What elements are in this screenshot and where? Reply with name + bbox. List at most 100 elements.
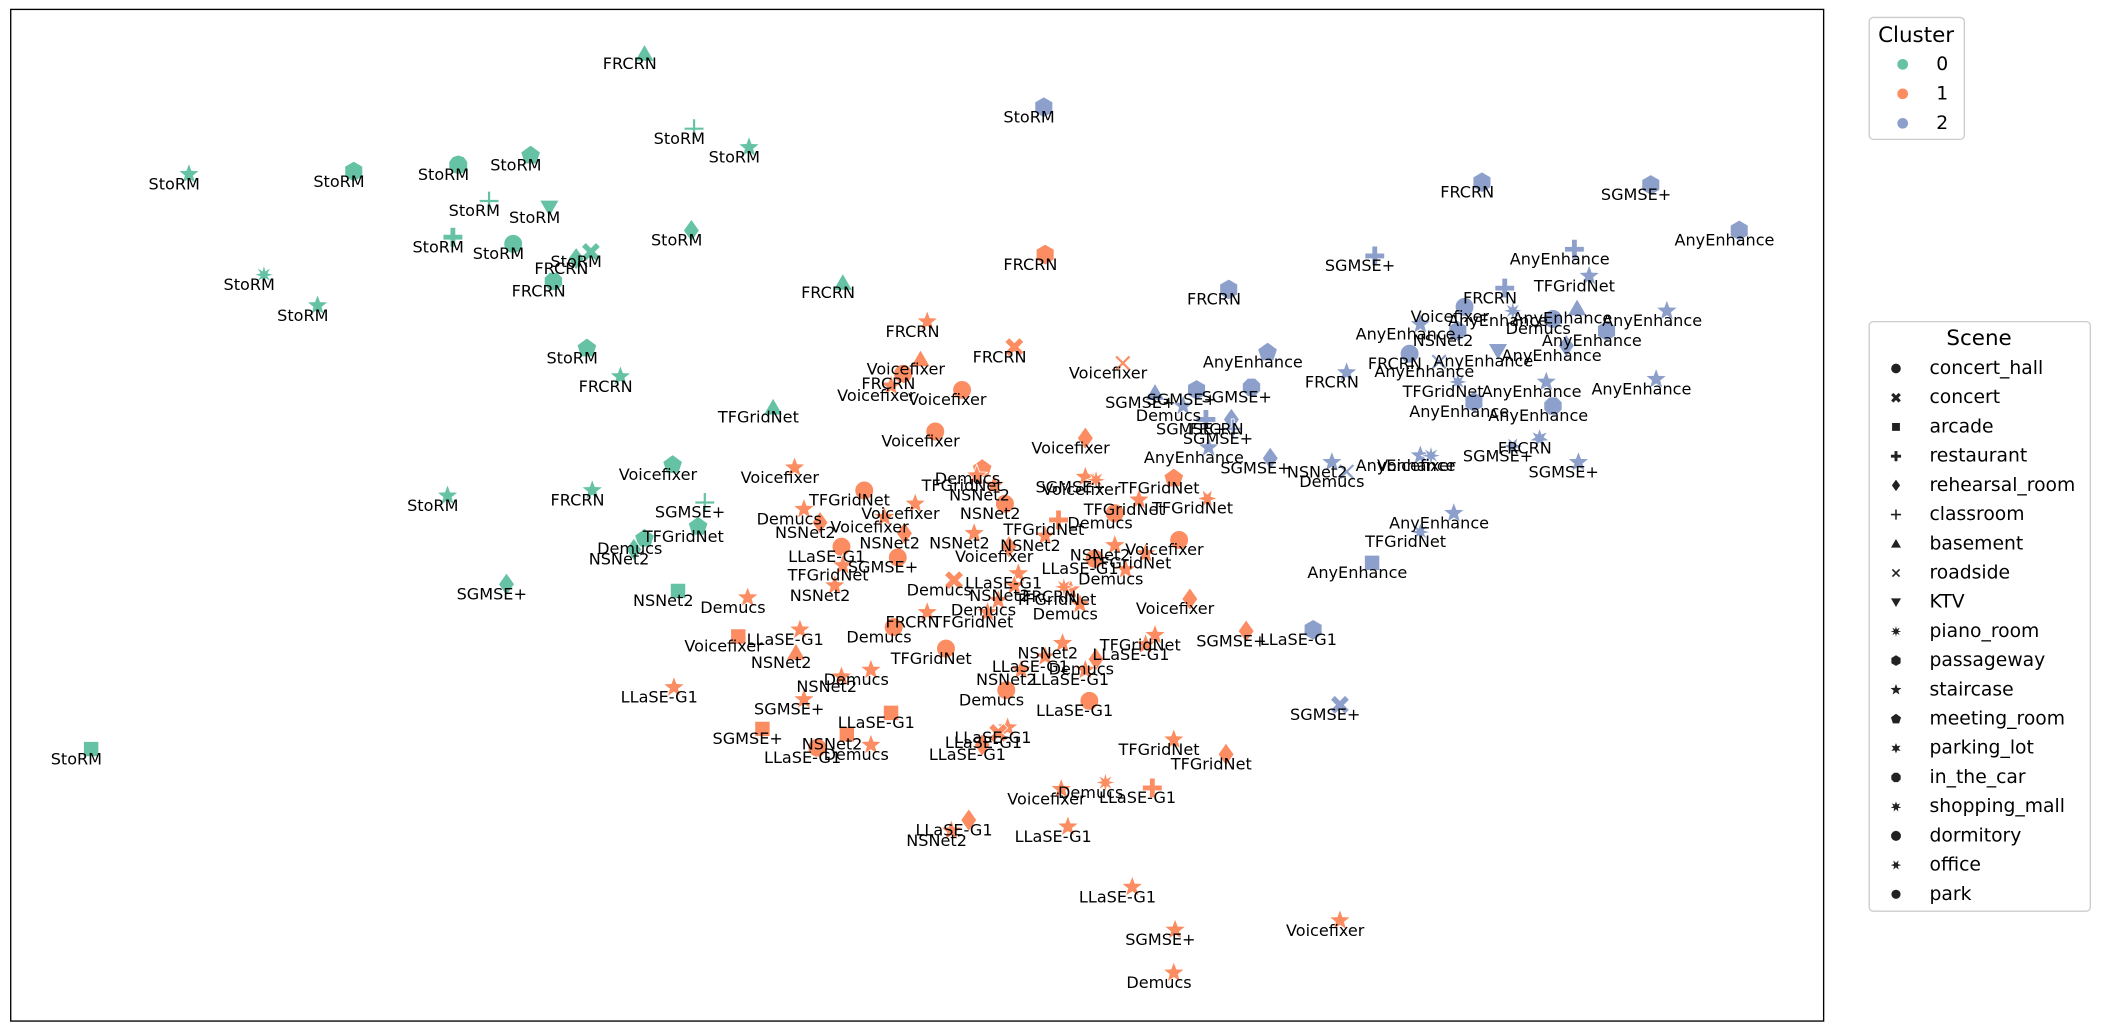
legend-marker bbox=[1897, 58, 1909, 70]
data-point bbox=[960, 808, 978, 833]
point-label: SGMSE+ bbox=[1125, 930, 1195, 949]
data-point bbox=[879, 373, 903, 396]
point-label: AnyEnhance bbox=[1374, 362, 1474, 381]
point-label: NSNet2 bbox=[589, 550, 650, 569]
point-label: StoRM bbox=[473, 244, 524, 263]
data-point bbox=[1133, 632, 1158, 655]
data-point bbox=[694, 492, 716, 513]
legend-marker bbox=[1890, 801, 1902, 812]
point-label: SGMSE+ bbox=[1183, 429, 1253, 448]
legend-marker bbox=[1891, 655, 1901, 666]
legend-marker bbox=[1891, 392, 1901, 403]
legend-title: Scene bbox=[1946, 326, 2011, 351]
data-point bbox=[1002, 573, 1027, 596]
point-label: FRCRN bbox=[1368, 354, 1422, 373]
data-point bbox=[915, 599, 940, 623]
point-label: LLaSE-G1 bbox=[1036, 701, 1113, 720]
data-point bbox=[1257, 341, 1278, 362]
point-label: NSNet2 bbox=[790, 586, 851, 605]
data-point bbox=[1566, 298, 1588, 317]
point-label: Demucs bbox=[1049, 659, 1114, 678]
point-label: AnyEnhance bbox=[1602, 311, 1702, 330]
cluster-legend-box bbox=[1868, 16, 1965, 141]
data-point bbox=[1004, 337, 1025, 358]
data-point bbox=[669, 582, 687, 599]
point-label: StoRM bbox=[418, 165, 469, 184]
data-point bbox=[634, 43, 655, 62]
point-label: Voicefixer bbox=[861, 504, 940, 523]
data-point bbox=[1217, 742, 1235, 767]
data-point bbox=[1127, 487, 1151, 510]
point-label: Demucs bbox=[700, 598, 765, 617]
point-label: FRCRN bbox=[512, 282, 566, 301]
point-label: LLaSE-G1 bbox=[1015, 827, 1092, 846]
data-point bbox=[1442, 500, 1466, 524]
point-label: LLaSE-G1 bbox=[965, 574, 1042, 593]
data-point bbox=[1261, 446, 1279, 471]
point-label: AnyEnhance bbox=[1356, 456, 1456, 475]
data-point bbox=[887, 547, 908, 568]
point-label: LLaSE-G1 bbox=[954, 728, 1031, 747]
legend-label: dormitory bbox=[1929, 825, 2021, 846]
data-point bbox=[859, 657, 883, 681]
point-label: NSNet2 bbox=[1000, 536, 1061, 555]
point-label: AnyEnhance bbox=[1356, 325, 1456, 344]
legend-marker bbox=[1891, 889, 1901, 899]
data-point bbox=[634, 527, 655, 548]
data-point bbox=[903, 491, 927, 514]
legend-marker bbox=[1890, 538, 1902, 548]
point-label: StoRM bbox=[313, 172, 364, 191]
data-point bbox=[1163, 467, 1185, 488]
data-point bbox=[1161, 727, 1186, 750]
data-point bbox=[538, 199, 560, 218]
data-point bbox=[1420, 445, 1442, 467]
legend-marker bbox=[1897, 88, 1909, 100]
data-point bbox=[1033, 644, 1057, 667]
data-point bbox=[1049, 776, 1074, 800]
point-label: FRCRN bbox=[603, 54, 657, 73]
data-point bbox=[832, 272, 854, 291]
legend-marker bbox=[1890, 598, 1902, 608]
point-label: StoRM bbox=[449, 201, 500, 220]
data-point bbox=[737, 135, 761, 158]
data-point bbox=[1073, 657, 1098, 681]
point-label: TFGridNet bbox=[1402, 382, 1484, 401]
data-point bbox=[1329, 694, 1350, 715]
point-label: FRCRN bbox=[1190, 420, 1244, 439]
point-label: Voicefixer bbox=[1031, 438, 1110, 457]
data-point bbox=[1035, 243, 1055, 266]
point-label: Demucs bbox=[1058, 783, 1123, 802]
data-point bbox=[1409, 521, 1431, 543]
point-label: FRCRN bbox=[1187, 290, 1241, 309]
point-label: TFGridNet bbox=[890, 649, 972, 668]
data-point bbox=[915, 309, 940, 332]
legend-marker bbox=[1891, 772, 1901, 783]
data-point bbox=[1195, 488, 1219, 509]
point-label: NSNet2 bbox=[751, 653, 812, 672]
legend-title: Cluster bbox=[1878, 23, 1954, 48]
data-point bbox=[625, 537, 643, 562]
point-label: TFGridNet bbox=[808, 491, 890, 510]
legend-label: meeting_room bbox=[1929, 709, 2065, 730]
legend-marker bbox=[1891, 830, 1901, 841]
data-point bbox=[1543, 396, 1563, 416]
data-point bbox=[1430, 353, 1448, 371]
point-label: Demucs bbox=[597, 539, 662, 558]
data-point bbox=[608, 364, 633, 387]
point-label: StoRM bbox=[412, 237, 463, 256]
data-point bbox=[964, 463, 989, 486]
data-point bbox=[1068, 591, 1092, 615]
point-label: AnyEnhance bbox=[1542, 331, 1642, 350]
point-label: AnyEnhance bbox=[1591, 379, 1691, 398]
point-label: TFGridNet bbox=[717, 408, 799, 427]
point-label: NSNet2 bbox=[1413, 331, 1474, 350]
point-label: Voicefixer bbox=[1286, 921, 1365, 940]
point-label: SGMSE+ bbox=[1529, 463, 1599, 482]
legend-marker bbox=[1897, 117, 1909, 129]
data-point bbox=[1334, 360, 1359, 383]
data-point bbox=[829, 664, 854, 687]
data-point bbox=[344, 160, 364, 183]
point-label: Voicefixer bbox=[830, 517, 909, 536]
data-point bbox=[962, 520, 986, 544]
data-point bbox=[1641, 174, 1661, 196]
